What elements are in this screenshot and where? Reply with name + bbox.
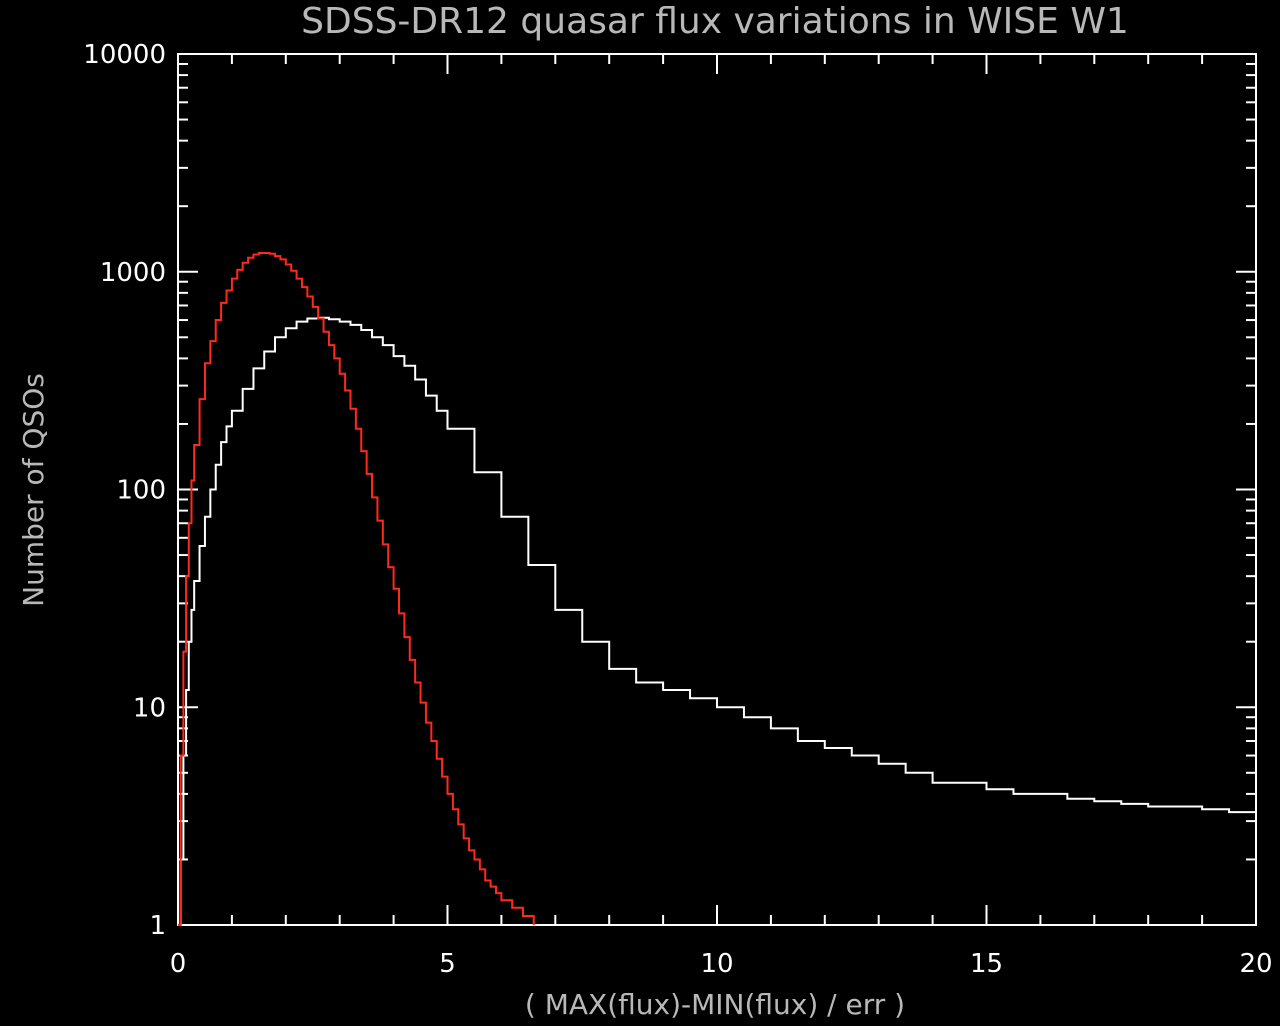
- x-tick-label: 10: [700, 949, 733, 979]
- y-tick-label: 1: [149, 911, 166, 941]
- y-tick-label: 10000: [83, 40, 166, 70]
- chart-title: SDSS-DR12 quasar flux variations in WISE…: [301, 1, 1129, 42]
- x-tick-label: 15: [970, 949, 1003, 979]
- x-tick-label: 20: [1239, 949, 1272, 979]
- y-tick-label: 1000: [100, 258, 166, 288]
- y-tick-label: 10: [133, 693, 166, 723]
- x-axis-label: ( MAX(flux)-MIN(flux) / err ): [525, 988, 905, 1021]
- x-tick-label: 5: [439, 949, 456, 979]
- plot-layer: 0 5 10 15 20 1 10 100 1000 10000: [83, 40, 1272, 979]
- series-1-line: [178, 251, 535, 926]
- plot-frame: [177, 53, 1257, 926]
- x-tick-label: 0: [170, 949, 187, 979]
- y-tick-label: 100: [116, 476, 166, 506]
- series-0-line: [178, 316, 1257, 926]
- y-axis-label: Number of QSOs: [17, 373, 50, 607]
